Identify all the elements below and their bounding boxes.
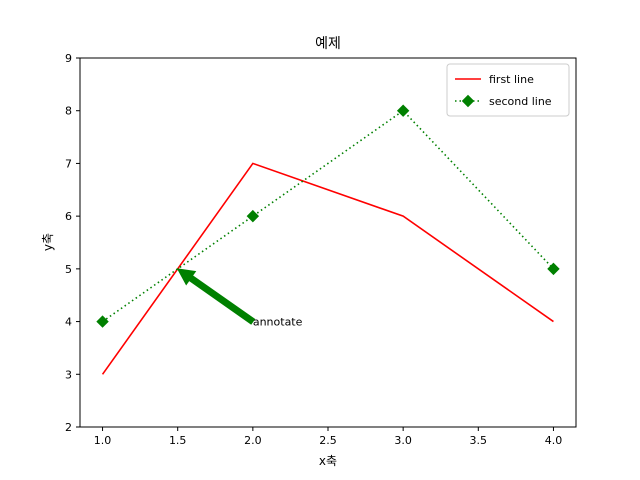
x-tick-label: 4.0 [545,434,563,447]
y-axis: 2 3 4 5 6 7 8 9 [65,52,80,434]
y-tick-label: 3 [65,368,72,381]
y-axis-title: y축 [41,233,55,251]
x-tick-label: 2.0 [244,434,262,447]
x-tick-label: 1.5 [169,434,187,447]
x-tick-label: 3.5 [470,434,488,447]
y-tick-label: 8 [65,105,72,118]
annotation: annotate [176,268,303,329]
annotation-text: annotate [253,316,303,329]
legend-marker [461,94,475,108]
y-tick-label: 6 [65,210,72,223]
chart-title: 예제 [315,36,341,52]
x-tick-label: 3.0 [394,434,412,447]
y-tick-label: 9 [65,52,72,65]
data-point [396,104,410,117]
y-tick-label: 2 [65,421,72,434]
y-tick-label: 4 [65,316,72,329]
y-tick-label: 5 [65,263,72,276]
legend-box [446,63,570,117]
x-tick-label: 1.0 [94,434,112,447]
series-line-2 [102,109,555,323]
x-tick-label: 2.5 [319,434,337,447]
data-point [96,315,109,328]
legend: first line second line [446,63,570,117]
x-axis: 1.0 1.5 2.0 2.5 3.0 3.5 4.0 [94,427,562,447]
x-axis-title: x축 [319,454,337,468]
data-point [547,262,560,276]
y-tick-label: 7 [65,157,72,170]
data-point [246,209,260,223]
legend-label: second line [489,95,552,108]
legend-label: first line [489,73,534,86]
annotation-arrow [176,268,256,325]
